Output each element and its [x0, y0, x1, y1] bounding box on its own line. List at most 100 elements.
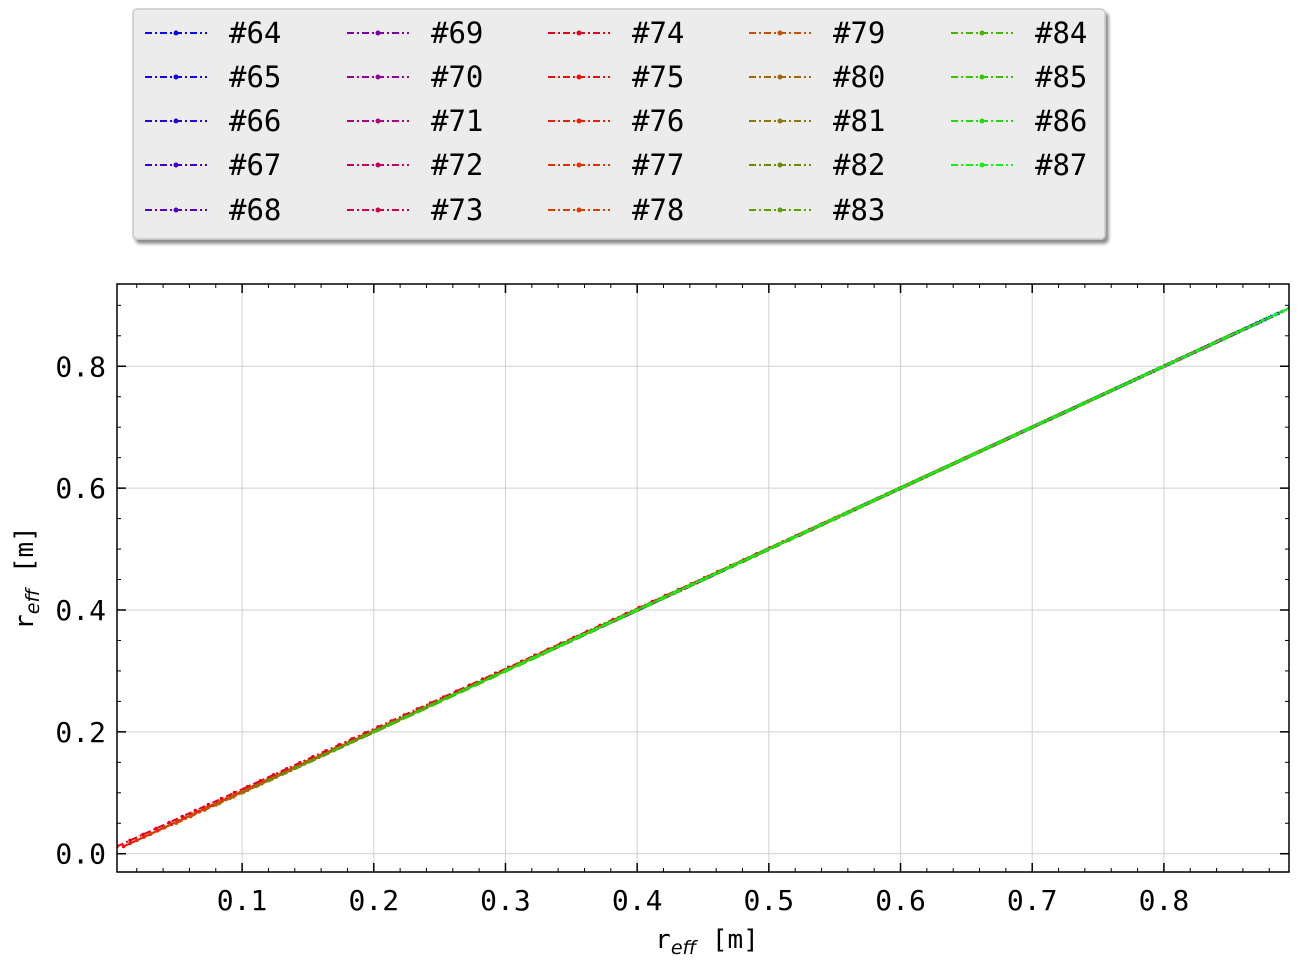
series-marker — [188, 814, 193, 819]
legend-marker — [576, 207, 582, 213]
series-marker — [128, 841, 132, 846]
plot-frame — [116, 283, 1290, 873]
legend-entry: #69 — [347, 16, 483, 50]
series-marker — [921, 475, 926, 480]
legend-label: #84 — [1035, 16, 1087, 50]
series-marker — [254, 784, 258, 789]
legend-entry: #85 — [951, 60, 1087, 94]
series-marker — [128, 838, 132, 843]
series-marker — [1221, 336, 1226, 341]
x-tick-label: 0.3 — [480, 884, 531, 917]
series-marker — [856, 505, 860, 510]
ticks: 0.1 0.2 0.3 0.4 0.5 0.6 0.7 0.8 0.0 0.2 0.4 0.6 0.8 — [55, 284, 1289, 917]
legend-entry: #87 — [951, 148, 1087, 182]
series-marker — [660, 596, 664, 601]
series-marker — [1261, 318, 1265, 323]
series-marker — [882, 493, 886, 498]
series-marker — [647, 602, 651, 607]
y-tick-label: 0.6 — [55, 472, 106, 505]
legend-label: #67 — [229, 148, 281, 182]
legend-label: #81 — [833, 104, 885, 138]
series-marker — [1065, 409, 1069, 413]
legend-marker — [375, 74, 381, 80]
legend-frame — [132, 8, 1106, 240]
series-marker — [830, 518, 834, 522]
legend-marker — [979, 162, 985, 168]
legend-label: #87 — [1035, 148, 1087, 182]
series-marker — [386, 723, 391, 727]
series-87 — [503, 306, 1289, 673]
legend-label: #79 — [833, 16, 885, 50]
x-tick-label: 0.4 — [612, 884, 663, 917]
legend-label: #69 — [431, 16, 483, 50]
legend-entry: #64 — [145, 16, 281, 50]
series-marker — [451, 693, 456, 697]
legend-marker — [777, 30, 783, 36]
legend-label: #68 — [229, 193, 281, 227]
legend-label: #65 — [229, 60, 281, 94]
series-marker — [180, 814, 185, 819]
series-marker — [634, 608, 638, 613]
series-marker — [1234, 330, 1239, 335]
legend-entry: #78 — [548, 193, 684, 227]
legend-marker — [777, 74, 783, 80]
legend-marker — [173, 74, 179, 80]
series-marker — [712, 572, 717, 577]
legend-label: #80 — [833, 60, 885, 94]
series-marker — [332, 748, 337, 752]
y-tick-label: 0.2 — [55, 716, 106, 749]
series-marker — [1091, 397, 1095, 401]
series-marker — [1055, 413, 1060, 418]
series-marker — [751, 554, 756, 558]
x-tick-label: 0.5 — [744, 884, 795, 917]
y-tick-label: 0.8 — [55, 350, 106, 383]
series-marker — [437, 699, 442, 704]
legend-entry: #79 — [749, 16, 885, 50]
series-marker — [934, 469, 939, 474]
series-marker — [790, 536, 795, 540]
series-marker — [529, 657, 534, 661]
x-tick-label: 0.2 — [348, 884, 399, 917]
series-marker — [193, 808, 198, 813]
series-marker — [542, 650, 547, 655]
series-marker — [148, 832, 152, 837]
legend-label: #83 — [833, 193, 885, 227]
series-marker — [699, 578, 704, 583]
legend-marker — [375, 207, 381, 213]
series-marker — [321, 753, 325, 758]
legend-marker — [979, 30, 985, 36]
x-tick-label: 0.8 — [1139, 884, 1190, 917]
series-group — [117, 306, 1289, 849]
series-marker — [1117, 385, 1122, 389]
series-marker — [479, 680, 484, 684]
series-marker — [895, 487, 900, 492]
series-marker — [986, 445, 991, 450]
series-marker — [240, 790, 244, 795]
legend-entry: #81 — [749, 104, 885, 138]
series-marker — [458, 689, 463, 694]
series-marker — [1169, 360, 1174, 365]
legend-label: #85 — [1035, 60, 1087, 94]
series-marker — [361, 735, 365, 739]
legend-marker — [777, 207, 783, 213]
legend-entry: #82 — [749, 148, 885, 182]
series-marker — [555, 644, 560, 649]
series-marker — [595, 626, 599, 631]
legend-label: #74 — [632, 16, 684, 50]
series-marker — [1012, 433, 1017, 438]
legend-entry: #84 — [951, 16, 1087, 50]
legend: #64 #65 #66 #67 #68 #69 #70 #71 #72 #73 #74 #75 #76 #… — [132, 8, 1106, 240]
legend-marker — [979, 118, 985, 124]
legend-label: #75 — [632, 60, 684, 94]
legend-marker — [576, 74, 582, 80]
series-marker — [817, 524, 821, 528]
series-marker — [738, 560, 743, 564]
series-marker — [1130, 379, 1135, 383]
legend-label: #66 — [229, 104, 281, 138]
legend-entry: #70 — [347, 60, 483, 94]
legend-entry: #83 — [749, 193, 885, 227]
legend-entry: #80 — [749, 60, 885, 94]
legend-marker — [576, 118, 582, 124]
series-marker — [908, 481, 913, 486]
series-marker — [206, 802, 211, 807]
